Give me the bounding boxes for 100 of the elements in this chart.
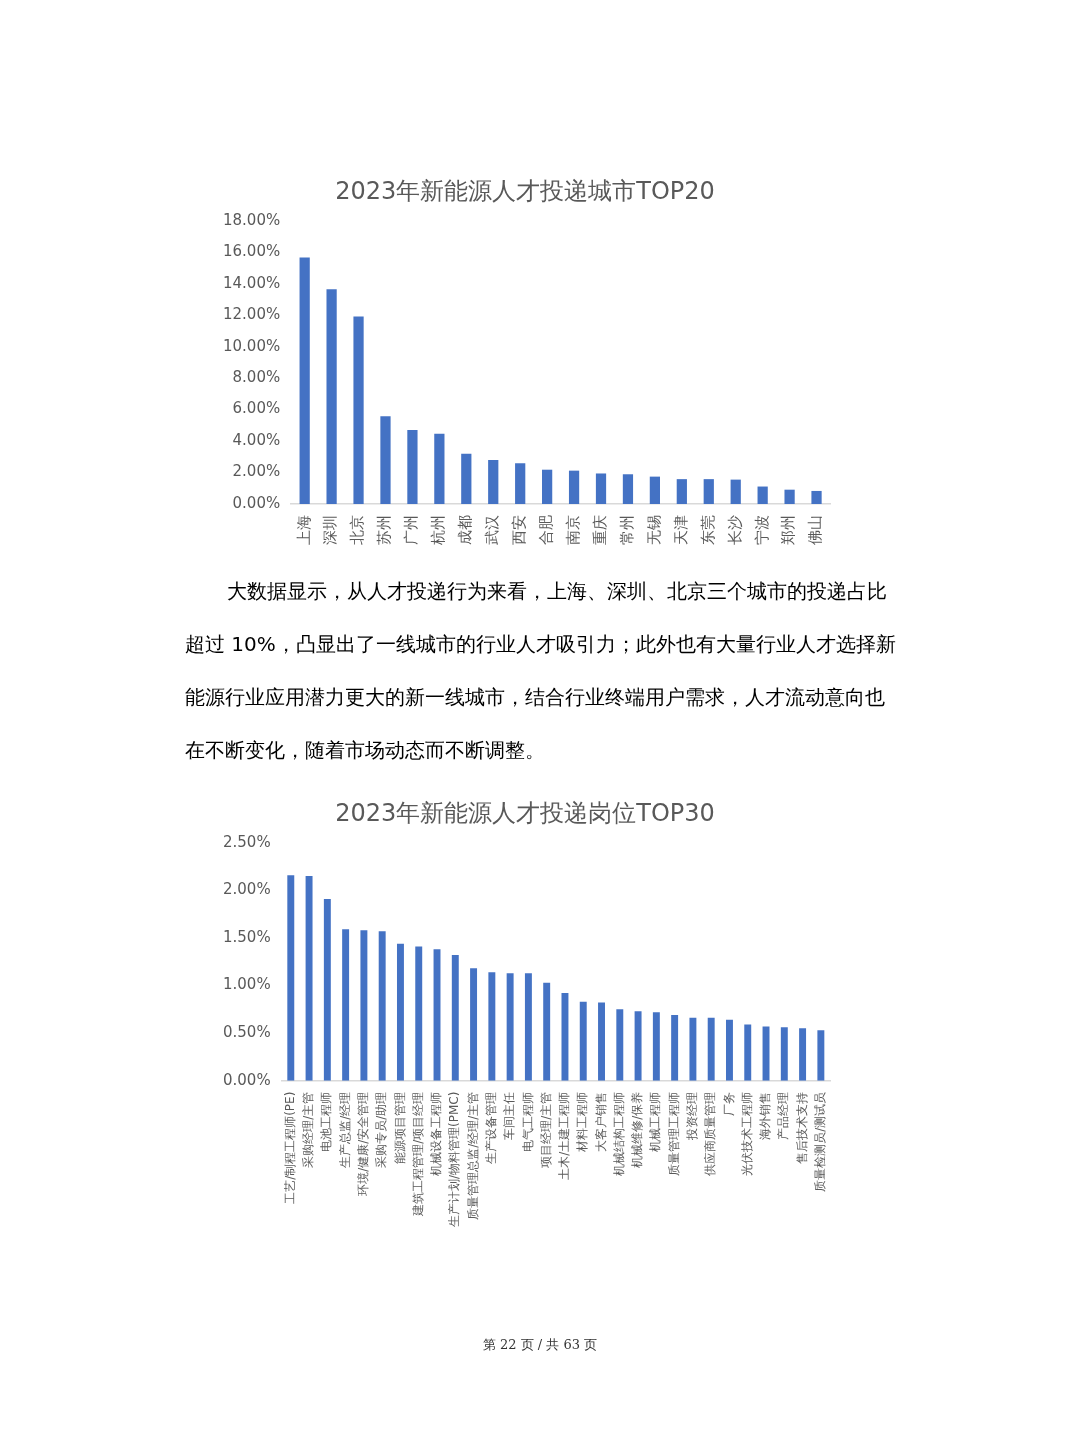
y-tick-label: 12.00% — [222, 305, 281, 324]
y-tick-label: 0.50% — [223, 1022, 271, 1041]
bar — [757, 486, 768, 504]
x-tick-label: 西安 — [510, 515, 529, 545]
x-tick-label: 北京 — [348, 515, 367, 545]
x-tick-label: 上海 — [294, 515, 313, 545]
x-tick-label: 无锡 — [644, 515, 663, 545]
bar — [561, 993, 569, 1081]
x-tick-label: 工艺/制程工程师(PE) — [282, 1091, 297, 1204]
x-tick-label: 东莞 — [698, 515, 717, 545]
y-tick-label: 14.00% — [222, 273, 281, 292]
x-tick-label: 郑州 — [779, 515, 798, 545]
x-tick-label: 供应商质量管理 — [703, 1091, 718, 1176]
x-tick-label: 电池工程师 — [319, 1091, 334, 1152]
bar — [598, 1002, 605, 1081]
bar — [415, 946, 423, 1081]
x-tick-label: 武汉 — [483, 515, 502, 545]
bar — [506, 973, 514, 1081]
bar — [780, 1027, 788, 1081]
x-tick-label: 宁波 — [752, 515, 771, 545]
bar — [434, 433, 445, 504]
x-tick-label: 大客户销售 — [593, 1091, 608, 1152]
x-tick-label: 机械设备工程师 — [429, 1091, 444, 1176]
bar — [744, 1024, 752, 1081]
x-tick-label: 合肥 — [537, 515, 556, 545]
bar — [568, 470, 580, 504]
bar — [811, 490, 822, 504]
bar — [407, 429, 418, 504]
y-tick-label: 0.00% — [232, 493, 281, 512]
y-tick-label: 10.00% — [222, 336, 281, 355]
x-tick-label: 长沙 — [725, 515, 744, 545]
x-tick-label: 环境/健康/安全管理 — [356, 1091, 371, 1196]
x-tick-label: 质量管理工程师 — [666, 1091, 681, 1176]
bar — [730, 479, 741, 504]
bar — [488, 459, 499, 504]
y-tick-label: 1.50% — [223, 927, 271, 946]
x-tick-label: 苏州 — [375, 515, 394, 545]
x-tick-label: 机械结构工程师 — [611, 1091, 626, 1176]
bar — [649, 476, 661, 504]
bar — [326, 289, 337, 504]
y-tick-label: 2.50% — [223, 832, 271, 851]
x-tick-label: 机械维修/保养 — [630, 1091, 645, 1168]
bar — [652, 1012, 660, 1081]
x-tick-label: 光伏技术工程师 — [739, 1091, 754, 1176]
y-tick-label: 6.00% — [232, 399, 281, 418]
x-tick-label: 佛山 — [806, 515, 825, 545]
x-tick-label: 杭州 — [429, 515, 448, 546]
bar — [817, 1030, 825, 1081]
y-tick-label: 18.00% — [222, 210, 281, 229]
x-tick-label: 产品经理 — [776, 1091, 791, 1140]
chart-title: 2023年新能源人才投递城市TOP20 — [335, 176, 715, 205]
x-tick-label: 能源项目管理 — [392, 1091, 407, 1164]
bar — [378, 931, 386, 1081]
text: 第 22 页 / 共 63 页 — [481, 1336, 599, 1354]
y-tick-label: 1.00% — [223, 975, 271, 994]
bar — [299, 257, 310, 504]
chart-title: 2023年新能源人才投递岗位TOP30 — [335, 798, 715, 827]
bar — [542, 469, 553, 504]
bar — [488, 972, 496, 1081]
bar — [323, 898, 331, 1081]
bar — [676, 479, 687, 504]
y-tick-label: 8.00% — [232, 368, 281, 387]
bar — [622, 474, 634, 504]
x-tick-label: 车间主任 — [502, 1091, 517, 1140]
y-tick-label: 4.00% — [232, 430, 281, 449]
x-tick-label: 采购专员/助理 — [374, 1091, 389, 1168]
x-tick-label: 投资经理 — [685, 1091, 700, 1141]
y-tick-label: 2.00% — [232, 462, 281, 481]
x-tick-label: 采购经理/主管 — [301, 1091, 316, 1168]
bar — [353, 316, 364, 504]
bar — [461, 453, 472, 504]
bar — [360, 930, 368, 1081]
bar — [470, 968, 478, 1081]
x-tick-label: 海外销售 — [758, 1091, 773, 1140]
bar — [287, 875, 295, 1081]
bar — [703, 479, 714, 504]
x-tick-label: 质量管理总监/经理/主管 — [465, 1091, 480, 1220]
x-tick-label: 天津 — [671, 515, 690, 545]
x-tick-label: 土木/土建工程师 — [557, 1091, 572, 1180]
x-tick-label: 材料工程师 — [575, 1091, 590, 1153]
bar — [799, 1028, 807, 1081]
bar — [524, 973, 532, 1081]
x-tick-label: 重庆 — [590, 515, 609, 545]
x-tick-label: 厂务 — [721, 1091, 736, 1116]
x-tick-label: 广州 — [402, 515, 421, 545]
bar — [726, 1019, 733, 1081]
y-tick-label: 16.00% — [222, 242, 281, 261]
x-tick-label: 成都 — [456, 515, 475, 545]
bar — [707, 1017, 715, 1081]
y-tick-label: 2.00% — [223, 880, 271, 899]
x-tick-label: 质量检测员/测试员 — [812, 1091, 827, 1192]
bar — [515, 463, 526, 504]
x-tick-label: 电气工程师 — [520, 1091, 535, 1152]
bar — [305, 876, 313, 1081]
x-tick-label: 机械工程师 — [648, 1091, 663, 1152]
x-tick-label: 常州 — [617, 515, 636, 545]
x-tick-label: 项目经理/主管 — [538, 1091, 553, 1168]
text: 大数据显示，从人才投递行为来看，上海、深圳、北京三个城市的投递占比超过 10%，凸显出了一线城市的行业人才吸引力；此外也有大量行业人才选择新能源行业应用潜力更大的新一线城市，结合行业终端用户需求，人才流动意向也在不断变化，随着市场动态而不断调整。 — [185, 579, 896, 762]
bar — [579, 1001, 587, 1081]
x-tick-label: 生产设备管理 — [483, 1091, 498, 1164]
